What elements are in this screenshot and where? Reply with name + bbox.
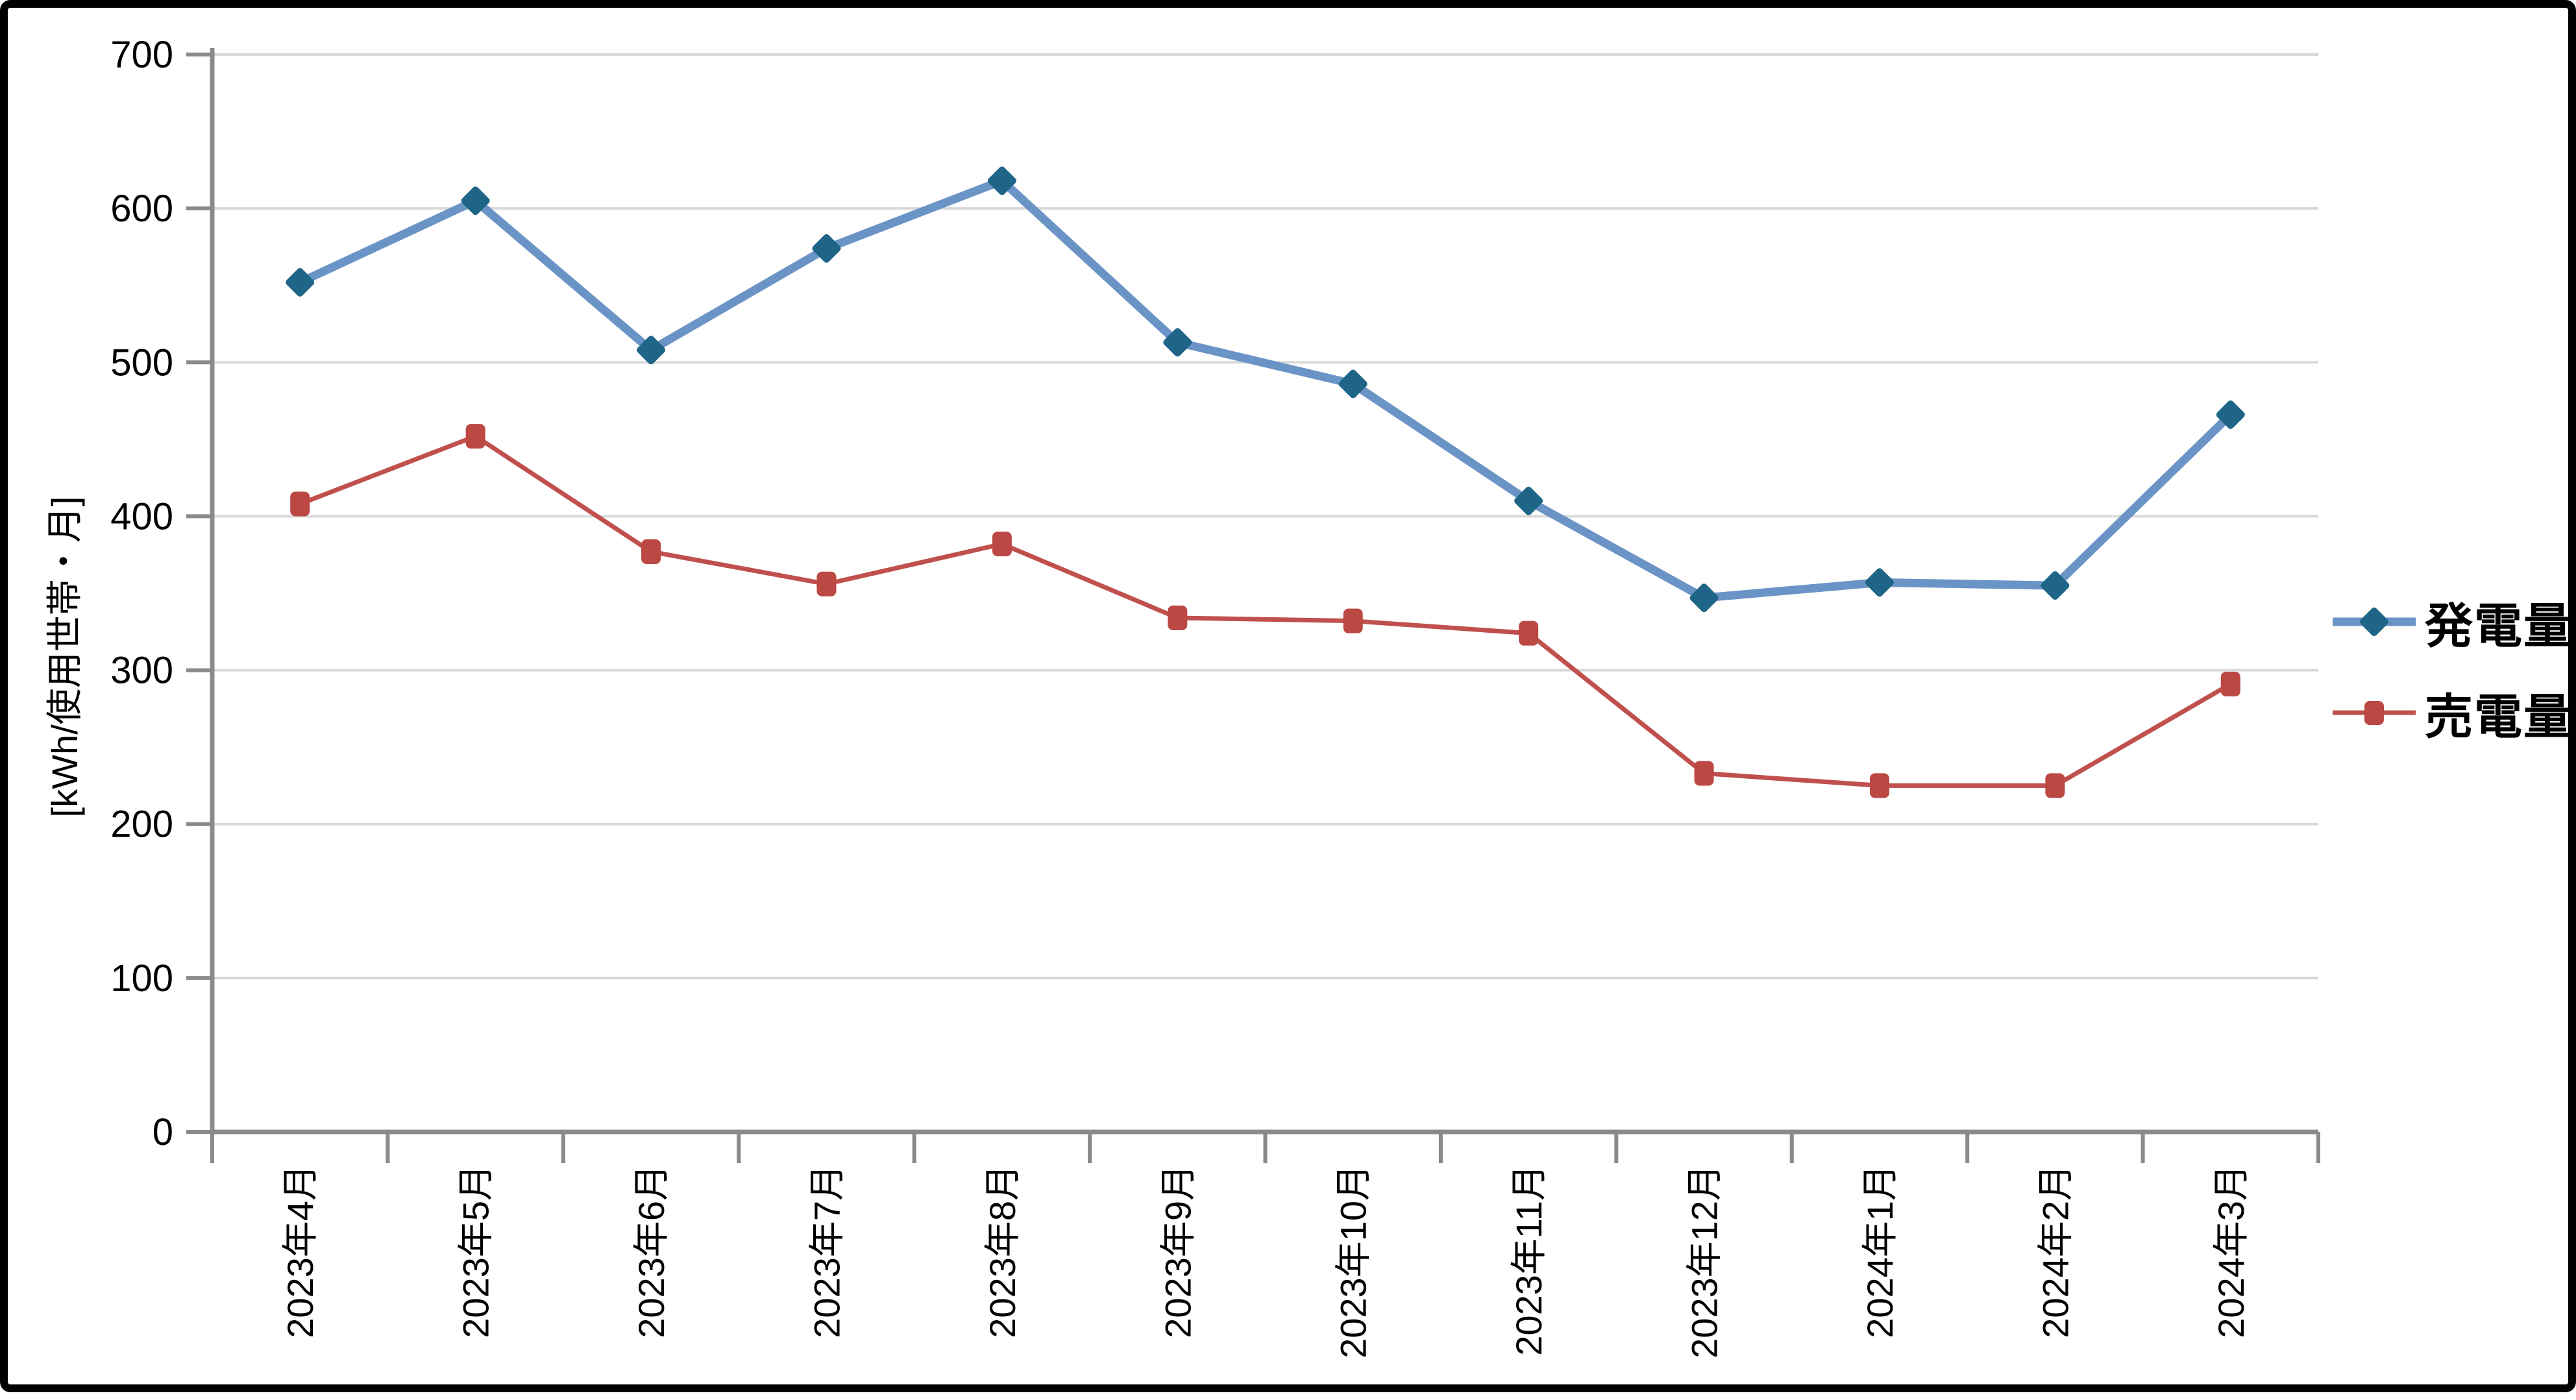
sold-data-point bbox=[1870, 773, 1889, 798]
svg-text:2023年11月: 2023年11月 bbox=[1508, 1164, 1549, 1356]
sold-data-point bbox=[641, 539, 661, 564]
line-chart: 0 100 200 300 400 500 600 700 2023年4月 2023年5月 2023… bbox=[8, 8, 2576, 1400]
generation-series-line bbox=[300, 180, 2231, 598]
x-tick-label: 2023年4月 bbox=[280, 1164, 321, 1338]
y-axis-title: [kWh/使用世帯・月] bbox=[43, 462, 87, 852]
sold-series-marker-icon bbox=[2333, 682, 2416, 744]
y-tick-label: 100 bbox=[110, 957, 173, 1000]
sold-data-point bbox=[816, 572, 836, 596]
sold-data-point bbox=[2221, 672, 2240, 696]
sold-series-line bbox=[300, 436, 2231, 785]
generation-data-point bbox=[284, 267, 315, 298]
generation-data-point bbox=[1864, 567, 1895, 598]
x-tick-label: 2023年6月 bbox=[631, 1164, 672, 1338]
svg-text:2023年10月: 2023年10月 bbox=[1333, 1164, 1374, 1358]
x-tick-label: 2023年11月 bbox=[1508, 1164, 1549, 1356]
svg-text:2023年5月: 2023年5月 bbox=[456, 1164, 497, 1338]
sold-data-point bbox=[1695, 761, 1714, 785]
svg-text:2023年12月: 2023年12月 bbox=[1684, 1164, 1725, 1358]
sold-data-point bbox=[1519, 621, 1538, 646]
sold-data-point bbox=[1168, 606, 1187, 630]
x-tick-label: 2023年10月 bbox=[1333, 1164, 1374, 1358]
y-tick-label: 0 bbox=[153, 1111, 173, 1153]
x-tick-label: 2023年7月 bbox=[806, 1164, 847, 1338]
svg-text:2023年9月: 2023年9月 bbox=[1157, 1164, 1198, 1338]
sold-data-point bbox=[290, 491, 310, 516]
sold-data-point bbox=[2045, 773, 2065, 798]
sold-data-point bbox=[1343, 609, 1363, 633]
legend-label-generation: 発電量 bbox=[2425, 587, 2573, 657]
x-tick-label: 2023年5月 bbox=[456, 1164, 497, 1338]
y-tick-label: 500 bbox=[110, 341, 173, 384]
y-tick-label: 200 bbox=[110, 804, 173, 846]
legend-item-sold: 売電量 bbox=[2333, 682, 2573, 744]
x-tick-label: 2024年3月 bbox=[2211, 1164, 2251, 1338]
generation-series-marker-icon bbox=[2333, 591, 2416, 653]
svg-text:2023年6月: 2023年6月 bbox=[631, 1164, 672, 1338]
svg-text:2023年8月: 2023年8月 bbox=[982, 1164, 1023, 1338]
y-tick-label: 600 bbox=[110, 188, 173, 230]
x-tick-label: 2024年2月 bbox=[2035, 1164, 2076, 1338]
y-tick-label: 300 bbox=[110, 650, 173, 692]
legend-item-generation: 発電量 bbox=[2333, 591, 2573, 653]
svg-text:2024年3月: 2024年3月 bbox=[2211, 1164, 2251, 1338]
x-tick-label: 2023年8月 bbox=[982, 1164, 1023, 1338]
x-tick-label: 2024年1月 bbox=[1859, 1164, 1900, 1338]
x-tick-label: 2023年12月 bbox=[1684, 1164, 1725, 1358]
x-tick-label: 2023年9月 bbox=[1157, 1164, 1198, 1338]
y-tick-label: 400 bbox=[110, 495, 173, 537]
svg-text:2023年7月: 2023年7月 bbox=[806, 1164, 847, 1338]
sold-data-point bbox=[466, 424, 485, 448]
svg-text:2023年4月: 2023年4月 bbox=[280, 1164, 321, 1338]
y-tick-label: 700 bbox=[110, 34, 173, 76]
legend: 発電量 売電量 bbox=[2333, 591, 2573, 744]
generation-data-point bbox=[1689, 582, 1720, 613]
svg-text:2024年2月: 2024年2月 bbox=[2035, 1164, 2076, 1338]
svg-text:2024年1月: 2024年1月 bbox=[1859, 1164, 1900, 1338]
sold-data-point bbox=[992, 532, 1012, 556]
legend-label-sold: 売電量 bbox=[2425, 678, 2573, 748]
